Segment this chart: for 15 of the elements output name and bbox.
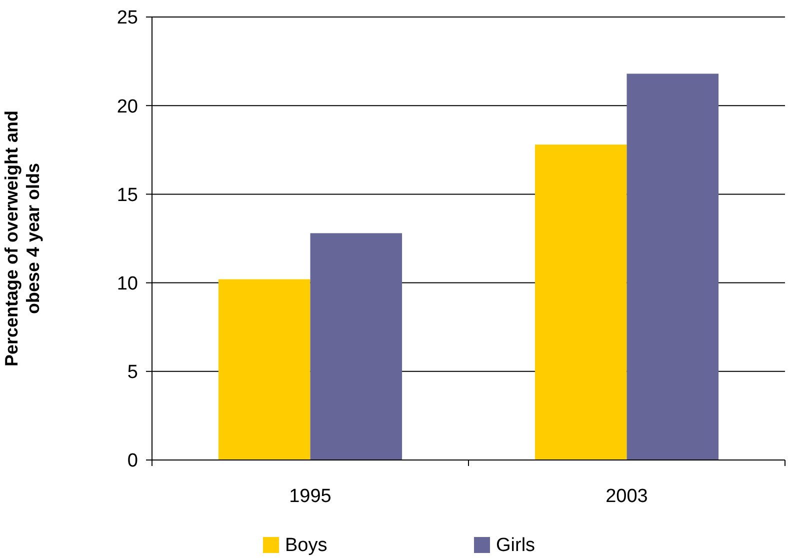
y-tick-label: 25 [116,8,138,29]
y-tick-label: 0 [127,450,138,472]
y-tick-label: 15 [116,184,138,206]
bar [626,74,719,460]
y-axis-title: Percentage of overweight and obese 4 year olds [2,110,44,367]
y-tick-label: 5 [127,362,138,384]
x-tick-label: 1995 [289,486,332,507]
bar [534,144,627,460]
bar [218,279,310,460]
bar [310,233,402,460]
y-tick-label: 10 [116,273,138,294]
legend-label: Girls [496,535,536,556]
y-tick-label: 20 [116,96,138,118]
legend-label: Boys [285,535,328,556]
x-tick-label: 2003 [606,486,648,507]
